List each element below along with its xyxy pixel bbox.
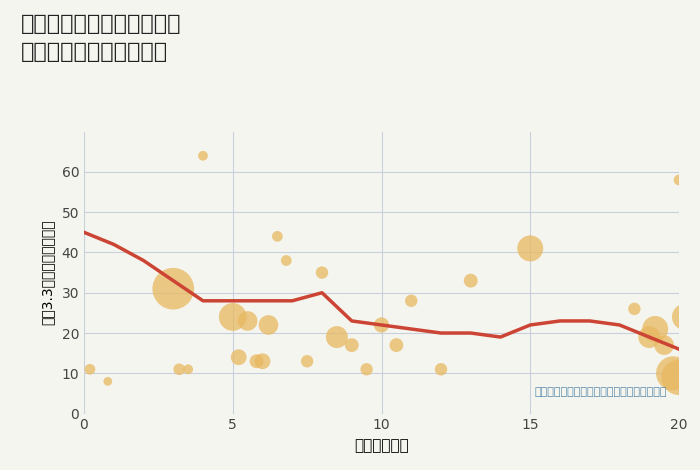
Point [435, 366, 447, 373]
Point [84, 366, 95, 373]
Point [346, 341, 357, 349]
Point [361, 366, 372, 373]
Point [272, 233, 283, 240]
Point [281, 257, 292, 264]
Point [391, 341, 402, 349]
Point [227, 313, 238, 321]
Point [257, 358, 268, 365]
Point [465, 277, 476, 284]
Y-axis label: 坪（3.3㎡）単価（万円）: 坪（3.3㎡）単価（万円） [41, 220, 55, 325]
Point [174, 366, 185, 373]
Point [251, 358, 262, 365]
Point [197, 152, 209, 159]
Text: 円の大きさは、取引のあった物件面積を示す: 円の大きさは、取引のあった物件面積を示す [535, 387, 667, 397]
Point [644, 333, 655, 341]
Point [659, 341, 670, 349]
Point [525, 245, 536, 252]
Point [679, 313, 690, 321]
Point [650, 325, 661, 333]
Point [406, 297, 417, 305]
Point [233, 353, 244, 361]
Text: 兵庫県豊岡市日高町栃本の
駅距離別中古戸建て価格: 兵庫県豊岡市日高町栃本の 駅距離別中古戸建て価格 [21, 14, 181, 62]
Point [302, 358, 313, 365]
Point [629, 305, 640, 313]
Point [183, 366, 194, 373]
Point [263, 321, 274, 329]
Point [316, 269, 328, 276]
Point [673, 176, 685, 184]
X-axis label: 駅距離（分）: 駅距離（分） [354, 438, 409, 453]
Point [102, 377, 113, 385]
Point [376, 321, 387, 329]
Point [168, 285, 179, 292]
Point [673, 374, 685, 381]
Point [242, 317, 253, 325]
Point [668, 369, 679, 377]
Point [331, 333, 342, 341]
